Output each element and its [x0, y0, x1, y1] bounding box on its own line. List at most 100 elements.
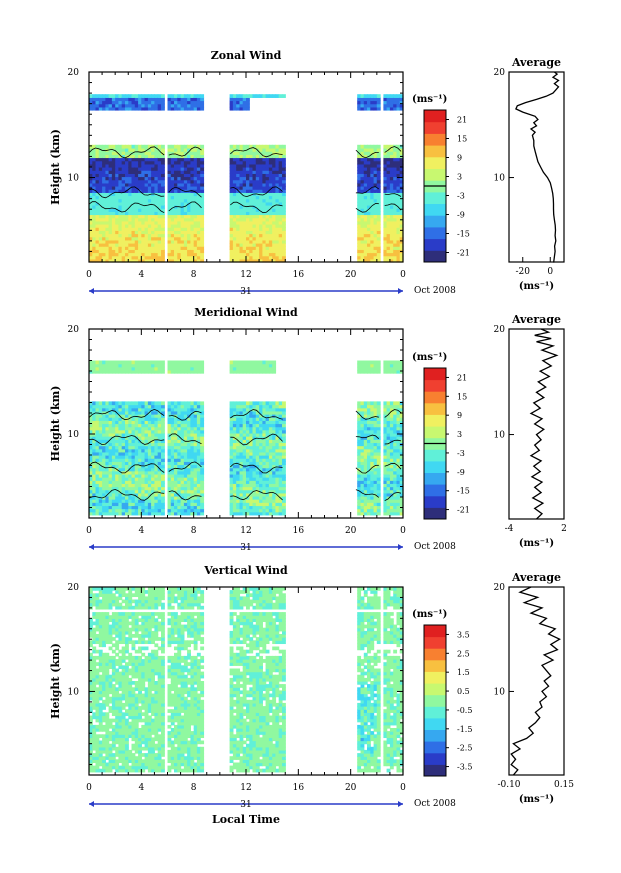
heatmap-cell: [95, 363, 100, 368]
heatmap-cell: [92, 198, 97, 203]
heatmap-cell: [111, 502, 116, 507]
heatmap-cell: [275, 214, 280, 219]
heatmap-cell: [180, 505, 185, 510]
heatmap-cell: [134, 508, 139, 513]
heatmap-cell: [278, 255, 283, 260]
heatmap-cell: [370, 179, 375, 184]
heatmap-cell: [105, 442, 110, 447]
heatmap-cell: [252, 195, 257, 200]
heatmap-cell: [262, 486, 267, 491]
heatmap-cell: [393, 217, 398, 222]
heatmap-cell: [95, 94, 100, 98]
heatmap-cell: [278, 467, 283, 472]
heatmap-cell: [282, 486, 286, 491]
heatmap-cell: [131, 420, 136, 425]
heatmap-cell: [187, 170, 191, 174]
heatmap-cell: [167, 495, 172, 500]
heatmap-cell: [118, 426, 123, 431]
heatmap-cell: [157, 176, 162, 181]
heatmap-cell: [196, 246, 201, 250]
heatmap-cell: [393, 249, 398, 254]
heatmap-cell: [151, 426, 155, 431]
heatmap-cell: [229, 410, 234, 415]
heatmap-cell: [89, 252, 93, 257]
heatmap-cell: [246, 217, 250, 222]
heatmap-cell: [200, 495, 205, 500]
heatmap-cell: [360, 189, 365, 193]
heatmap-cell: [151, 230, 155, 235]
heatmap-cell: [367, 458, 371, 462]
heatmap-cell: [389, 220, 394, 225]
heatmap-cell: [242, 470, 247, 475]
heatmap-cell: [157, 157, 162, 162]
heatmap-cell: [128, 489, 133, 494]
heatmap-cell: [232, 148, 237, 152]
heatmap-cell: [268, 480, 273, 484]
heatmap-cell: [118, 480, 123, 484]
heatmap-cell: [134, 154, 139, 159]
heatmap-cell: [118, 176, 123, 181]
heatmap-cell: [118, 360, 123, 365]
heatmap-cell: [108, 420, 113, 425]
heatmap-cell: [363, 106, 368, 111]
heatmap-cell: [272, 480, 277, 484]
heatmap-cell: [151, 233, 155, 238]
heatmap-cell: [102, 227, 106, 231]
heatmap-cell: [252, 499, 257, 503]
heatmap-cell: [111, 495, 116, 500]
heatmap-cell: [193, 144, 198, 149]
heatmap-cell: [360, 157, 365, 162]
heatmap-cell: [174, 192, 178, 197]
heatmap-cell: [252, 410, 257, 415]
heatmap-cell: [131, 192, 136, 197]
heatmap-cell: [147, 366, 152, 371]
contour-lines: [88, 146, 402, 214]
heatmap-cell: [151, 492, 155, 497]
heatmap-cell: [357, 495, 362, 500]
heatmap-cell: [275, 477, 280, 481]
heatmap-cell: [121, 198, 126, 203]
heatmap-cell: [193, 179, 198, 184]
heatmap-cell: [239, 243, 244, 247]
heatmap-cell: [105, 239, 110, 244]
heatmap-cell: [118, 170, 123, 174]
heatmap-cell: [121, 461, 126, 466]
heatmap-cell: [98, 404, 103, 409]
heatmap-cell: [183, 192, 188, 197]
heatmap-cell: [131, 464, 136, 469]
heatmap-cell: [108, 480, 113, 484]
heatmap-cell: [102, 483, 106, 488]
heatmap-cell: [131, 211, 136, 216]
heatmap-cell: [393, 198, 398, 203]
heatmap-cell: [268, 186, 273, 190]
heatmap-cell: [255, 233, 260, 238]
heatmap-cell: [268, 455, 273, 459]
heatmap-cell: [89, 477, 93, 481]
heatmap-cell: [144, 154, 149, 159]
heatmap-cell: [357, 217, 362, 222]
heatmap-cell: [376, 94, 381, 98]
heatmap-cell: [268, 410, 273, 415]
heatmap-cell: [229, 480, 234, 484]
heatmap-cell: [118, 201, 123, 206]
heatmap-cell: [95, 239, 100, 244]
heatmap-cell: [105, 97, 110, 102]
heatmap-cell: [229, 448, 234, 453]
heatmap-cell: [141, 170, 146, 174]
heatmap-cell: [98, 473, 103, 478]
heatmap-cell: [98, 239, 103, 244]
heatmap-cell: [141, 103, 146, 108]
heatmap-cell: [232, 445, 237, 450]
heatmap-cell: [259, 198, 263, 203]
heatmap-cell: [102, 429, 106, 434]
heatmap-cell: [246, 423, 250, 428]
heatmap-cell: [131, 249, 136, 254]
heatmap-cell: [272, 455, 277, 459]
heatmap-cell: [125, 486, 129, 491]
heatmap-cell: [363, 214, 368, 219]
heatmap-cell: [232, 505, 237, 510]
heatmap-cell: [367, 505, 371, 510]
heatmap-cell: [249, 442, 254, 447]
heatmap-cell: [282, 414, 286, 418]
heatmap-cell: [200, 417, 205, 421]
